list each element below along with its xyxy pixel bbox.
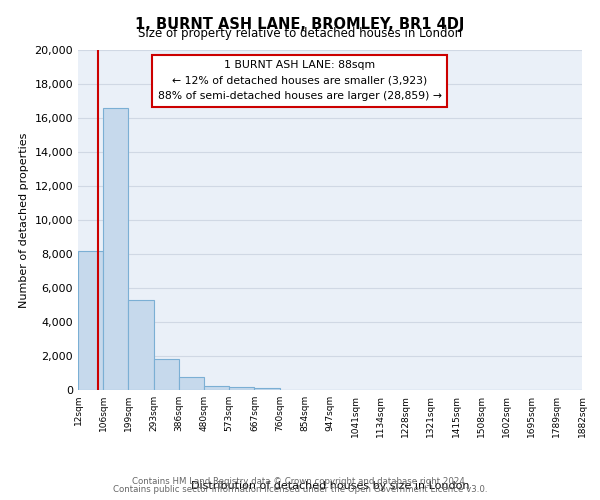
Bar: [128, 300, 154, 390]
Text: Contains HM Land Registry data © Crown copyright and database right 2024.: Contains HM Land Registry data © Crown c…: [132, 477, 468, 486]
Bar: [229, 388, 254, 390]
Y-axis label: Number of detached properties: Number of detached properties: [19, 132, 29, 308]
Text: 1, BURNT ASH LANE, BROMLEY, BR1 4DJ: 1, BURNT ASH LANE, BROMLEY, BR1 4DJ: [136, 16, 464, 32]
Text: Size of property relative to detached houses in London: Size of property relative to detached ho…: [138, 26, 462, 40]
Bar: [78, 250, 103, 390]
Text: Contains public sector information licensed under the Open Government Licence v3: Contains public sector information licen…: [113, 484, 487, 494]
X-axis label: Distribution of detached houses by size in London: Distribution of detached houses by size …: [191, 482, 469, 492]
Bar: [154, 360, 179, 390]
Bar: [204, 386, 229, 390]
Bar: [103, 108, 128, 390]
Bar: [254, 388, 280, 390]
Bar: [179, 377, 204, 390]
Text: 1 BURNT ASH LANE: 88sqm
← 12% of detached houses are smaller (3,923)
88% of semi: 1 BURNT ASH LANE: 88sqm ← 12% of detache…: [158, 60, 442, 102]
